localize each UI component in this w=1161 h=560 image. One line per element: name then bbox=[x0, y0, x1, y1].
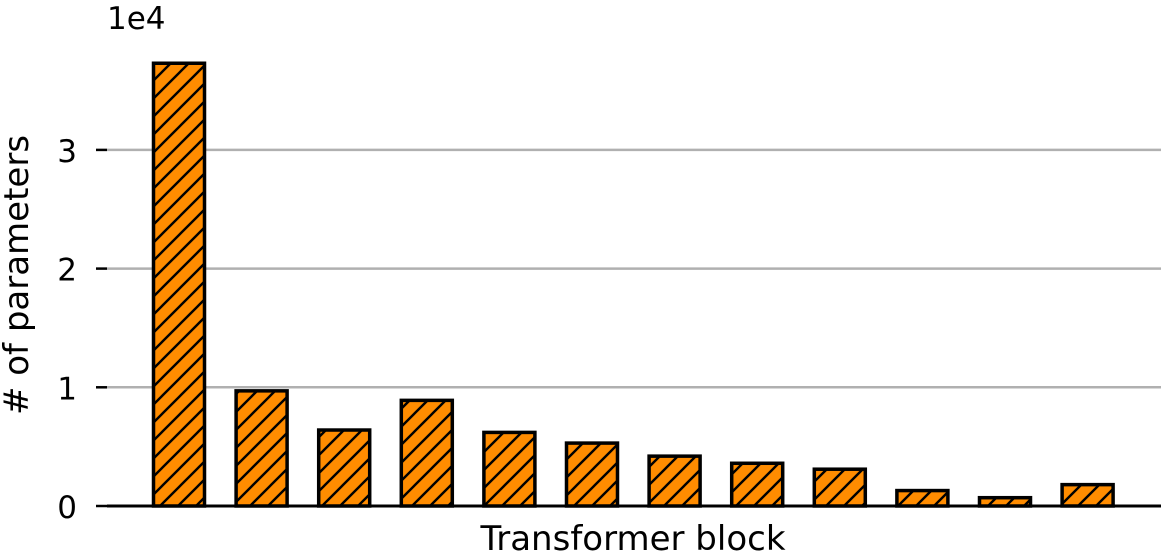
bar-4 bbox=[399, 398, 455, 508]
bars bbox=[151, 61, 1115, 508]
bar-9 bbox=[812, 467, 868, 508]
y-tick-label-2: 2 bbox=[57, 253, 77, 289]
y-tick-label-1: 1 bbox=[57, 371, 77, 407]
gridlines bbox=[107, 148, 1161, 389]
bar-7 bbox=[647, 454, 702, 508]
bar-3 bbox=[316, 428, 372, 508]
bar-6 bbox=[564, 441, 620, 508]
y-tick-label-0: 0 bbox=[57, 490, 77, 526]
y-offset-label: 1e4 bbox=[107, 1, 166, 37]
y-tick-label-3: 3 bbox=[57, 134, 77, 170]
y-axis-label: # of parameters bbox=[0, 135, 37, 415]
bar-10 bbox=[895, 488, 950, 508]
axes: 0 1 2 3 bbox=[57, 134, 1161, 526]
bar-12 bbox=[1060, 482, 1115, 508]
bar-1 bbox=[151, 61, 207, 508]
bar-8 bbox=[729, 461, 785, 508]
bar-5 bbox=[482, 430, 537, 508]
x-axis-label: Transformer block bbox=[479, 519, 785, 559]
bar-2 bbox=[234, 389, 289, 508]
